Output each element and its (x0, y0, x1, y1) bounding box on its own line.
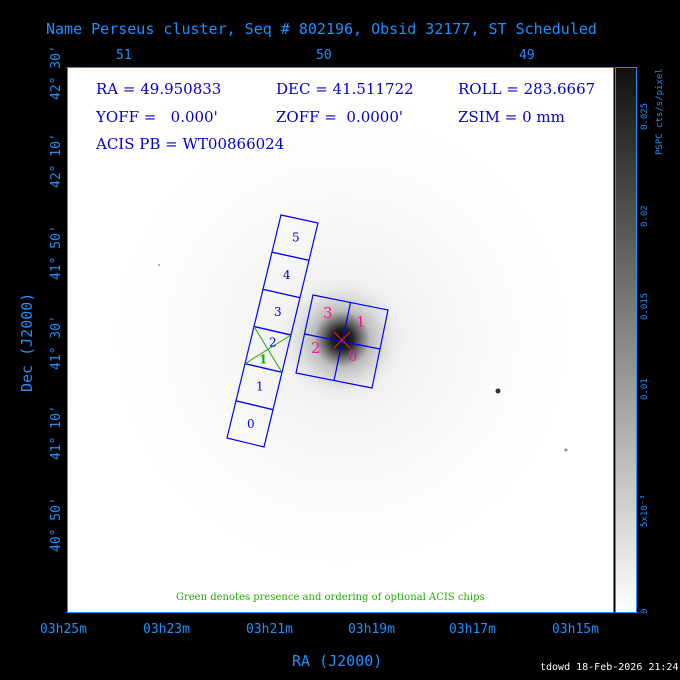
optional-chip-cross (253, 326, 283, 373)
bottom-tick: 03h21m (246, 622, 293, 637)
s-chip-label: 3 (274, 305, 282, 319)
point-source (564, 448, 568, 452)
aimpoint-marker (333, 331, 351, 349)
cluster-core (272, 269, 412, 409)
s-chip-label: 0 (247, 417, 255, 431)
colorbar-label: PSPC cts/s/pixel (655, 68, 665, 155)
colorbar-tick: 0 (640, 608, 650, 614)
acis-pb-value: ACIS PB = WT00866024 (96, 135, 285, 153)
s-chip-label: 5 (292, 231, 300, 245)
top-tick: 51 (116, 48, 132, 63)
ra-value: RA = 49.950833 (96, 80, 222, 98)
left-tick: 42° 10' (49, 133, 64, 188)
i-chip-label: 0 (348, 347, 358, 365)
top-tick: 50 (316, 48, 332, 63)
bottom-tick: 03h17m (449, 622, 496, 637)
s-chip-label: 4 (283, 268, 291, 282)
footer-stamp: tdowd 18-Feb-2026 21:24 (540, 662, 679, 673)
bottom-tick: 03h15m (552, 622, 599, 637)
i-array-divider (304, 333, 381, 350)
left-tick: 41° 30' (49, 315, 64, 370)
left-tick: 42° 30' (49, 45, 64, 100)
roll-value: ROLL = 283.6667 (458, 80, 596, 98)
optional-chips-note: Green denotes presence and ordering of o… (176, 592, 485, 603)
optional-chip-label: 1 (259, 352, 267, 366)
colorbar (615, 67, 637, 613)
bottom-tick: 03h19m (348, 622, 395, 637)
zoff-value: ZOFF = 0.0000' (276, 108, 404, 126)
s-chip-5 (271, 214, 319, 262)
top-tick: 49 (519, 48, 535, 63)
x-axis-label: RA (J2000) (292, 652, 383, 670)
yoff-value: YOFF = 0.000' (96, 108, 218, 126)
s-chip-label: 1 (256, 380, 264, 394)
bottom-tick: 03h23m (143, 622, 190, 637)
zsim-value: ZSIM = 0 mm (458, 108, 565, 126)
dec-value: DEC = 41.511722 (276, 80, 414, 98)
colorbar-tick: 0.025 (640, 102, 650, 130)
colorbar-tick: 0.02 (640, 205, 650, 227)
colorbar-tick: 0.015 (640, 292, 650, 320)
i-chip-label: 3 (323, 304, 333, 322)
bottom-tick: 03h25m (40, 622, 87, 637)
s-chip-label: 2 (269, 335, 277, 349)
i-array (295, 294, 389, 389)
colorbar-tick: 5x10⁻³ (640, 494, 650, 527)
plot-title: Name Perseus cluster, Seq # 802196, Obsi… (46, 20, 597, 38)
left-tick: 41° 10' (49, 405, 64, 460)
y-axis-label: Dec (J2000) (18, 292, 36, 392)
left-tick: 40° 50' (49, 497, 64, 552)
point-source (495, 388, 501, 394)
i-chip-label: 2 (311, 339, 321, 357)
i-chip-label: 1 (356, 313, 366, 331)
colorbar-tick: 0.01 (640, 378, 650, 400)
point-source (157, 263, 161, 267)
left-tick: 41° 50' (49, 225, 64, 280)
